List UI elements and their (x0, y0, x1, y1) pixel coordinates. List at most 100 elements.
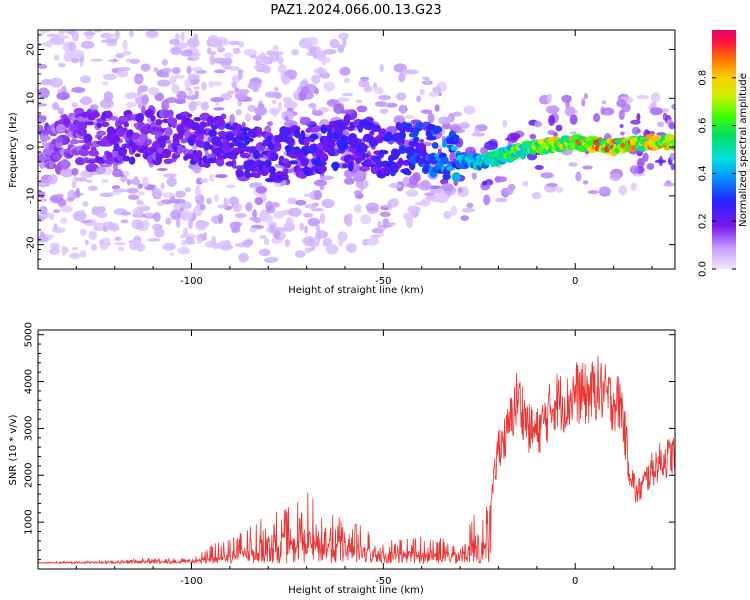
spectrogram-blob (582, 165, 593, 170)
spectrogram-blob (75, 187, 80, 198)
spectrogram-blob (379, 108, 389, 114)
spectrogram-blob (235, 108, 242, 116)
spectrogram-blob (70, 57, 80, 64)
spectrogram-ridge (440, 156, 449, 165)
spectrogram-blob (232, 202, 243, 213)
spectrogram-blob (359, 165, 371, 172)
spectrogram-blob (636, 113, 641, 122)
spectrogram-blob (38, 179, 50, 184)
colorbar-tick-label: 0.6 (698, 118, 709, 134)
spectrogram-blob (79, 250, 87, 258)
spectrogram-blob (247, 81, 262, 90)
spectrogram-ridge (122, 155, 130, 162)
spectrogram-blob (49, 242, 61, 249)
spectrogram-blob (272, 44, 279, 52)
spectrogram-xtick-label: 0 (572, 276, 578, 287)
spectrogram-ridge (360, 143, 368, 151)
spectrogram-blob (379, 63, 384, 73)
spectrogram-ridge (442, 173, 451, 181)
colorbar-tick-label: 0.2 (698, 213, 709, 229)
spectrogram-blob (299, 116, 312, 126)
spectrogram-ridge (248, 137, 254, 143)
spectrogram-ridge (77, 127, 87, 136)
spectrogram-blob (209, 173, 215, 182)
spectrogram-blob (314, 87, 319, 95)
spectrogram-blob (540, 172, 554, 179)
spectrogram-blob (38, 191, 46, 199)
spectrogram-blob (420, 109, 433, 114)
spectrogram-blob (304, 203, 318, 209)
spectrogram-blob (117, 246, 125, 252)
spectrogram-blob (61, 85, 67, 94)
spectrogram-blob (200, 101, 209, 111)
spectrogram-ridge (333, 119, 345, 127)
spectrogram-ridge (384, 131, 394, 142)
spectrogram-blob (277, 64, 287, 74)
spectrogram-blob (319, 182, 325, 191)
spectrogram-blob (311, 74, 321, 85)
spectrogram-blob (195, 100, 202, 106)
spectrogram-blob (169, 75, 177, 85)
spectrogram-blob (215, 174, 228, 179)
spectrogram-blob (636, 157, 645, 169)
colorbar: 0.0 0.2 0.4 0.6 0.8 Normalized spectral ampl… (698, 30, 749, 277)
spectrogram-blob (115, 53, 125, 59)
snr-ylabel: SNR (10 * v/v) (8, 414, 19, 485)
spectrogram-blob (171, 198, 186, 204)
spectrogram-blob (191, 55, 199, 60)
spectrogram-blob (51, 102, 60, 110)
spectrogram-blob (593, 112, 601, 123)
spectrogram-ridge (87, 159, 97, 164)
spectrogram-blob (601, 100, 607, 105)
spectrogram-blob (38, 64, 48, 70)
spectrogram-blob (90, 58, 103, 62)
spectrogram-blob (223, 52, 234, 58)
spectrogram-blob (583, 93, 588, 100)
spectrogram-ridge (415, 121, 424, 129)
spectrogram-blob (176, 90, 187, 102)
spectrogram-blob (405, 189, 419, 197)
spectrogram-ridge (328, 147, 335, 155)
spectrogram-frame (37, 29, 676, 270)
spectrogram-blob (657, 121, 665, 127)
spectrogram-blob (329, 38, 340, 49)
snr-ytick-label: 1000 (24, 509, 35, 534)
spectrogram-blob (200, 178, 209, 184)
spectrogram-blob (136, 75, 143, 83)
spectrogram-ridge (197, 126, 205, 136)
spectrogram-blob (265, 200, 273, 212)
spectrogram-blob (315, 224, 321, 232)
snr-panel: -100 -50 0 1000 2000 3000 4000 5000 Height of s… (8, 322, 676, 596)
spectrogram-blob (354, 204, 362, 213)
spectrogram-blob (79, 228, 87, 236)
colorbar-tick-label: 0.0 (698, 261, 709, 277)
spectrogram-blob (314, 189, 322, 201)
spectrogram-ridge (362, 153, 370, 158)
snr-frame (37, 329, 676, 570)
spectrogram-blob (312, 110, 324, 117)
spectrogram-blob (669, 152, 675, 161)
spectrogram-ridge (236, 123, 243, 134)
spectrogram-blob (438, 116, 451, 125)
spectrogram-blob (103, 73, 117, 81)
spectrogram-blob (194, 196, 202, 200)
spectrogram-blob (616, 98, 627, 108)
spectrogram-ridge (135, 112, 144, 123)
spectrogram-blob (209, 54, 216, 66)
spectrogram-ridge (164, 126, 173, 137)
spectrogram-blob (509, 132, 521, 140)
spectrogram-blob (93, 225, 99, 231)
spectrogram-blob (277, 101, 283, 112)
spectrogram-blob (671, 103, 675, 110)
spectrogram-blob (192, 52, 202, 57)
spectrogram-blob (75, 177, 88, 182)
spectrogram-blob (315, 50, 327, 61)
spectrogram-blob (422, 76, 429, 80)
spectrogram-blob (267, 221, 277, 228)
spectrogram-blob (358, 79, 370, 88)
spectrogram-ridge (225, 133, 234, 141)
spectrogram-blob (87, 185, 98, 191)
spectrogram-blob (59, 168, 74, 178)
spectrogram-ridge (453, 134, 460, 141)
